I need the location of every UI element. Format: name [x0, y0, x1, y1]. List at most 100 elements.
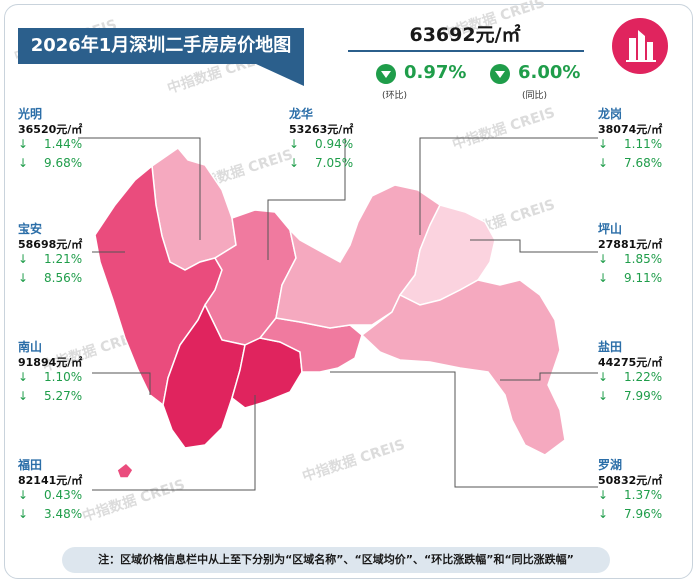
down-arrow-icon: ↓ [18, 137, 29, 151]
district-mom-value: 1.21% [44, 252, 83, 266]
district-yoy-value: 9.11% [624, 271, 663, 285]
map-region-island [116, 462, 134, 479]
district-yoy-value: 5.27% [44, 389, 83, 403]
district-yoy: ↓ 3.48% [18, 507, 113, 526]
overall-yoy-value: 6.00% [518, 62, 581, 83]
district-mom: ↓ 0.43% [18, 488, 113, 507]
footnote: 注：区域价格信息栏中从上至下分别为“区域名称”、“区域均价”、“环比涨跌幅”和“… [62, 547, 610, 573]
district-mom-value: 1.11% [624, 137, 663, 151]
district-yoy: ↓ 7.99% [598, 389, 693, 408]
district-panel: 南山 91894元/㎡ ↓ 1.10% ↓ 5.27% [18, 338, 113, 408]
district-panel: 宝安 58698元/㎡ ↓ 1.21% ↓ 8.56% [18, 220, 113, 290]
district-mom-value: 1.44% [44, 137, 83, 151]
down-arrow-icon: ↓ [18, 488, 29, 502]
district-price: 91894元/㎡ [18, 356, 83, 369]
district-yoy-value: 7.99% [624, 389, 663, 403]
down-arrow-icon: ↓ [598, 389, 609, 403]
district-yoy: ↓ 8.56% [18, 271, 113, 290]
district-yoy-value: 7.96% [624, 507, 663, 521]
leader-line [267, 138, 346, 260]
down-arrow-icon: ↓ [598, 252, 609, 266]
district-mom-value: 0.43% [44, 488, 83, 502]
district-yoy-value: 7.68% [624, 156, 663, 170]
district-price: 44275元/㎡ [598, 356, 663, 369]
district-name: 龙华 [289, 107, 314, 121]
district-yoy-value: 7.05% [315, 156, 354, 170]
district-mom-value: 1.37% [624, 488, 663, 502]
district-panel: 坪山 27881元/㎡ ↓ 1.85% ↓ 9.11% [598, 220, 693, 290]
district-name: 坪山 [598, 222, 623, 236]
district-panel: 盐田 44275元/㎡ ↓ 1.22% ↓ 7.99% [598, 338, 693, 408]
district-yoy-value: 8.56% [44, 271, 83, 285]
district-mom: ↓ 1.22% [598, 370, 693, 389]
overall-mom: 0.97% (环比) [376, 62, 486, 101]
down-arrow-icon: ↓ [18, 507, 29, 521]
page-title: 2026年1月深圳二手房房价地图 [18, 28, 304, 64]
skyline-icon [626, 30, 656, 62]
district-price: 36520元/㎡ [18, 123, 83, 136]
chart-frame [4, 4, 693, 579]
down-arrow-icon: ↓ [598, 137, 609, 151]
district-name: 福田 [18, 458, 43, 472]
district-name: 南山 [18, 340, 43, 354]
district-mom: ↓ 1.85% [598, 252, 693, 271]
down-arrow-icon: ↓ [18, 370, 29, 384]
leader-line [330, 371, 598, 488]
down-arrow-icon: ↓ [598, 271, 609, 285]
down-arrow-icon: ↓ [289, 156, 300, 170]
district-panel: 罗湖 50832元/㎡ ↓ 1.37% ↓ 7.96% [598, 456, 693, 526]
district-mom-value: 1.85% [624, 252, 663, 266]
overall-mom-label: (环比) [382, 91, 408, 101]
down-arrow-icon: ↓ [598, 156, 609, 170]
district-mom: ↓ 1.21% [18, 252, 113, 271]
district-yoy: ↓ 7.68% [598, 156, 693, 175]
district-mom: ↓ 1.11% [598, 137, 693, 156]
district-yoy: ↓ 5.27% [18, 389, 113, 408]
down-arrow-icon: ↓ [18, 156, 29, 170]
district-panel: 福田 82141元/㎡ ↓ 0.43% ↓ 3.48% [18, 456, 113, 526]
down-arrow-icon: ↓ [18, 271, 29, 285]
down-arrow-icon [376, 64, 396, 84]
overall-yoy-label: (同比) [522, 91, 548, 101]
leader-line [92, 395, 256, 491]
district-name: 盐田 [598, 340, 623, 354]
creis-logo [612, 18, 668, 74]
leader-line [419, 137, 598, 235]
district-price: 82141元/㎡ [18, 474, 83, 487]
district-panel: 龙华 53263元/㎡ ↓ 0.94% ↓ 7.05% [289, 105, 384, 175]
down-arrow-icon: ↓ [598, 488, 609, 502]
leader-line [92, 372, 151, 395]
district-panel: 光明 36520元/㎡ ↓ 1.44% ↓ 9.68% [18, 105, 113, 175]
district-mom-value: 1.10% [44, 370, 83, 384]
overall-yoy: 6.00% (同比) [490, 62, 600, 101]
district-name: 光明 [18, 107, 43, 121]
district-price: 53263元/㎡ [289, 123, 354, 136]
map-region-yantian-dapeng [360, 279, 566, 456]
overall-divider [348, 50, 584, 52]
district-price: 58698元/㎡ [18, 238, 83, 251]
down-arrow-icon [490, 64, 510, 84]
district-name: 宝安 [18, 222, 43, 236]
district-mom-value: 0.94% [315, 137, 354, 151]
district-yoy-value: 9.68% [44, 156, 83, 170]
district-yoy: ↓ 9.68% [18, 156, 113, 175]
title-notch [256, 64, 304, 86]
district-price: 27881元/㎡ [598, 238, 663, 251]
district-mom: ↓ 1.44% [18, 137, 113, 156]
leader-line [470, 239, 598, 253]
leader-line [500, 372, 598, 381]
overall-mom-value: 0.97% [404, 62, 467, 83]
district-mom-value: 1.22% [624, 370, 663, 384]
down-arrow-icon: ↓ [289, 137, 300, 151]
district-name: 龙岗 [598, 107, 623, 121]
district-price: 38074元/㎡ [598, 123, 663, 136]
down-arrow-icon: ↓ [598, 507, 609, 521]
down-arrow-icon: ↓ [598, 370, 609, 384]
district-mom: ↓ 1.37% [598, 488, 693, 507]
district-yoy: ↓ 9.11% [598, 271, 693, 290]
district-yoy: ↓ 7.96% [598, 507, 693, 526]
leader-line [78, 137, 201, 240]
district-panel: 龙岗 38074元/㎡ ↓ 1.11% ↓ 7.68% [598, 105, 693, 175]
district-price: 50832元/㎡ [598, 474, 663, 487]
